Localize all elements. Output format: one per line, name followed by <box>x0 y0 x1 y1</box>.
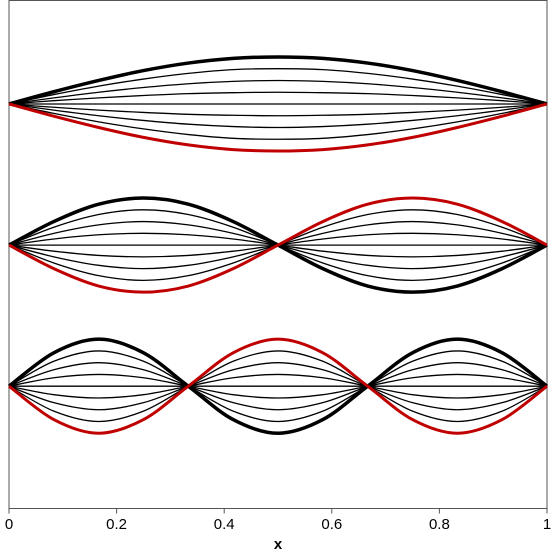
x-tick-label: 0 <box>5 516 13 533</box>
wave-line <box>8 337 548 435</box>
wave-line <box>7 337 549 435</box>
wave-line <box>8 103 548 140</box>
x-tick-label: 0.2 <box>106 516 127 533</box>
x-axis-label: x <box>274 536 283 553</box>
wave-line <box>8 350 548 423</box>
wave-line <box>8 362 548 411</box>
wave-line <box>8 102 548 153</box>
plot-frame <box>8 0 548 509</box>
wave-line <box>8 68 548 105</box>
wave-line <box>8 362 548 411</box>
wave-line <box>8 55 548 106</box>
wave-line <box>8 103 548 117</box>
wave-line <box>8 103 548 129</box>
x-tick-label: 1 <box>543 516 551 533</box>
wave-line <box>8 79 548 105</box>
wave-line <box>8 373 548 399</box>
wave-line <box>8 373 548 399</box>
x-tick-label: 0.6 <box>321 516 342 533</box>
wave-line <box>8 350 548 423</box>
wave-line <box>8 91 548 105</box>
x-tick-label: 0.4 <box>214 516 235 533</box>
wave-line <box>8 196 548 294</box>
x-tick-label: 0.8 <box>429 516 450 533</box>
